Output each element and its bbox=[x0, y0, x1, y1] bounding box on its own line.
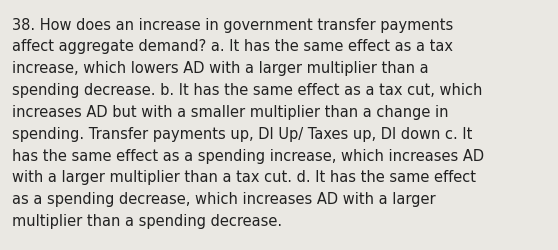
Text: multiplier than a spending decrease.: multiplier than a spending decrease. bbox=[12, 213, 282, 228]
Text: with a larger multiplier than a tax cut. d. It has the same effect: with a larger multiplier than a tax cut.… bbox=[12, 170, 477, 185]
Text: 38. How does an increase in government transfer payments: 38. How does an increase in government t… bbox=[12, 18, 454, 32]
Text: as a spending decrease, which increases AD with a larger: as a spending decrease, which increases … bbox=[12, 192, 436, 206]
Text: affect aggregate demand? a. It has the same effect as a tax: affect aggregate demand? a. It has the s… bbox=[12, 39, 453, 54]
Text: spending. Transfer payments up, DI Up/ Taxes up, DI down c. It: spending. Transfer payments up, DI Up/ T… bbox=[12, 126, 473, 141]
Text: increase, which lowers AD with a larger multiplier than a: increase, which lowers AD with a larger … bbox=[12, 61, 429, 76]
Text: has the same effect as a spending increase, which increases AD: has the same effect as a spending increa… bbox=[12, 148, 484, 163]
Text: spending decrease. b. It has the same effect as a tax cut, which: spending decrease. b. It has the same ef… bbox=[12, 83, 483, 98]
Text: increases AD but with a smaller multiplier than a change in: increases AD but with a smaller multipli… bbox=[12, 104, 449, 120]
